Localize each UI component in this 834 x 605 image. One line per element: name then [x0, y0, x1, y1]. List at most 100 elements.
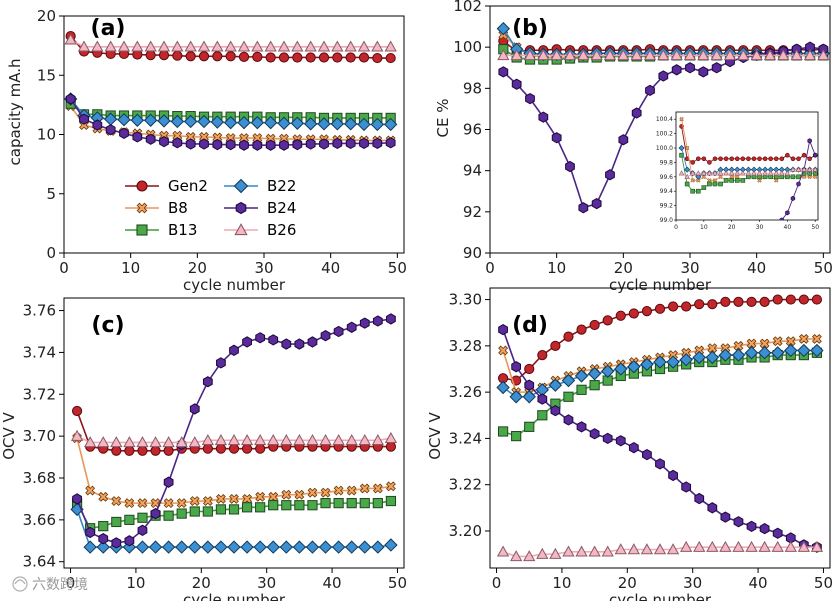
data-point: [343, 117, 358, 131]
data-point: [720, 511, 731, 523]
watermark-text: 六数跨境: [32, 577, 88, 593]
data-point: [759, 523, 770, 535]
y-tick-label: 3.30: [449, 291, 482, 309]
inset-data-point: [734, 170, 741, 176]
series-gen2: [65, 31, 396, 64]
data-point: [281, 489, 292, 500]
data-point: [589, 428, 600, 440]
data-point: [498, 345, 509, 356]
data-point: [229, 493, 239, 504]
inset-data-point: [768, 156, 773, 162]
inset-data-point: [762, 156, 768, 162]
inset-data-point: [785, 210, 790, 216]
data-point: [497, 49, 510, 61]
inset-y-tick-label: 99.6: [660, 174, 674, 181]
data-point: [772, 294, 783, 305]
inset-series-group: [678, 116, 818, 220]
inset-data-point: [790, 174, 796, 180]
data-point: [172, 137, 183, 149]
data-point: [188, 540, 202, 554]
inset-data-point: [779, 174, 785, 180]
data-point: [136, 436, 149, 448]
y-axis-label: OCV V: [0, 411, 18, 459]
data-point: [132, 131, 143, 143]
data-point: [158, 49, 170, 61]
data-point: [496, 380, 510, 395]
inset-data-point: [807, 156, 812, 162]
data-point: [618, 134, 629, 146]
x-tick-label: 40: [747, 259, 766, 277]
inset-x-tick-label: 10: [700, 224, 708, 231]
data-point: [589, 319, 600, 331]
data-point: [331, 540, 346, 554]
inset-data-point: [723, 178, 729, 183]
inset-x-tick-label: 20: [728, 224, 736, 231]
series-b26: [64, 33, 397, 52]
data-point: [359, 317, 370, 329]
inset-data-point: [734, 156, 740, 162]
data-point: [227, 433, 241, 446]
data-point: [784, 540, 797, 552]
data-point: [170, 114, 185, 129]
data-point: [163, 498, 174, 509]
data-point: [104, 40, 117, 52]
data-point: [630, 49, 643, 61]
data-point: [357, 40, 371, 52]
data-point: [771, 540, 784, 552]
inset-data-point: [757, 156, 762, 162]
data-point: [497, 426, 509, 437]
data-point: [372, 498, 383, 509]
data-point: [798, 294, 809, 305]
data-point: [189, 403, 200, 415]
data-point: [385, 137, 396, 149]
series-b22: [63, 92, 398, 132]
data-point: [145, 133, 156, 145]
data-point: [385, 481, 396, 492]
data-point: [496, 545, 510, 557]
data-point: [605, 169, 615, 181]
inset-y-tick-label: 100.2: [656, 131, 673, 138]
data-point: [111, 516, 122, 528]
data-point: [707, 343, 718, 354]
data-point: [183, 114, 198, 129]
data-point: [710, 49, 723, 61]
data-point: [303, 117, 318, 131]
data-point: [228, 504, 240, 515]
data-point: [123, 436, 136, 448]
legend-marker: [233, 178, 249, 194]
data-point: [98, 521, 109, 532]
data-point: [640, 543, 654, 555]
panel-d: 0 10 20 30 40 50 3.20 3.22 3.24 3.26 3.28 3.30 cycle…: [426, 287, 833, 605]
data-point: [137, 498, 148, 509]
data-point: [733, 296, 744, 307]
inset-data-point: [712, 181, 718, 187]
data-point: [811, 333, 822, 344]
data-point: [705, 350, 720, 365]
data-point: [135, 540, 150, 554]
data-point: [576, 421, 587, 433]
data-point: [279, 540, 294, 554]
data-point: [292, 540, 307, 554]
data-point: [111, 445, 122, 456]
x-axis-label: cycle number: [183, 276, 286, 294]
inset-data-point: [718, 181, 723, 187]
data-point: [131, 40, 144, 52]
data-point: [345, 137, 356, 150]
x-tick-label: 0: [66, 574, 76, 592]
inset-series-b13: [679, 152, 818, 194]
data-point: [185, 51, 196, 62]
data-point: [627, 359, 641, 374]
data-point: [198, 51, 210, 62]
data-point: [785, 294, 796, 305]
data-point: [290, 116, 305, 130]
inset-data-point: [717, 170, 724, 176]
panel-c: 0 10 20 30 40 50 3.64 3.66 3.68 3.70 3.72 3.74 3.76 c…: [0, 297, 407, 605]
data-point: [658, 70, 669, 82]
data-point: [681, 301, 692, 312]
legend-label: B26: [267, 221, 296, 239]
data-point: [523, 49, 537, 61]
inset-data-point: [695, 170, 702, 176]
y-axis-label: capacity mA.h: [6, 59, 24, 166]
watermark: 六数跨境: [12, 576, 88, 593]
inset-data-point: [712, 156, 718, 162]
